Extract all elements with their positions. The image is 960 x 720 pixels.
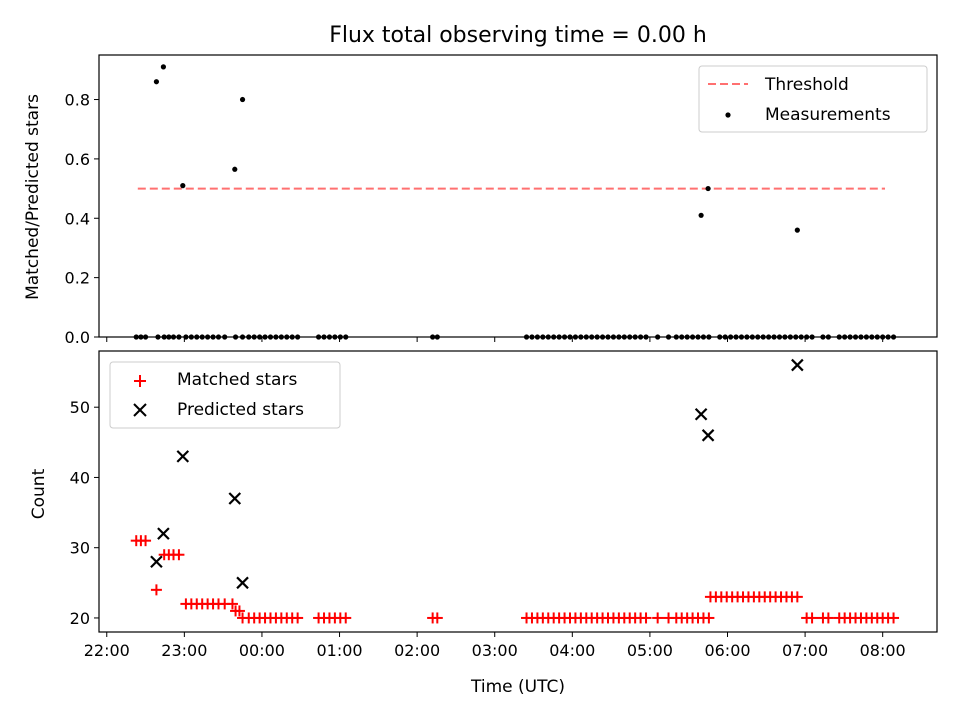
x-tick-label: 07:00 [782, 641, 828, 660]
x-tick-label: 22:00 [84, 641, 130, 660]
threshold-legend-label: Threshold [764, 75, 849, 95]
measurement-point [794, 227, 800, 233]
x-tick-label: 00:00 [239, 641, 285, 660]
top-y-tick-label: 0.4 [65, 209, 90, 228]
top-y-tick-label: 0.8 [65, 91, 90, 110]
bottom-legend: Matched stars Predicted stars [109, 361, 341, 429]
top-legend-frame [698, 65, 928, 133]
top-y-axis-label: Matched/Predicted stars [23, 94, 43, 300]
predicted-legend-swatch [133, 403, 147, 417]
predicted-star-marker [236, 576, 249, 590]
predicted-star-marker [694, 407, 708, 421]
x-tick-label: 01:00 [316, 641, 362, 660]
predicted-star-d2 [236, 576, 249, 590]
matched-star-marker [888, 612, 900, 624]
measurement-point [698, 212, 704, 218]
top-y-tick-label: 0.6 [65, 150, 90, 169]
predicted-star-d2 [150, 555, 163, 569]
top-plot-frame [98, 54, 938, 338]
predicted-legend-label: Predicted stars [177, 400, 304, 420]
matched-star-marker [640, 612, 652, 624]
x-tick-label: 06:00 [704, 641, 750, 660]
measurement-point [180, 183, 186, 189]
top-y-tick-label: 0.0 [65, 328, 90, 347]
x-tick-label: 04:00 [549, 641, 595, 660]
matched-star-marker [173, 549, 185, 561]
bottom-y-tick-label: 30 [70, 539, 90, 558]
predicted-star-d2 [791, 358, 804, 372]
matched-star-marker [431, 612, 443, 624]
x-tick-label: 03:00 [472, 641, 518, 660]
predicted-star-d2 [228, 492, 242, 505]
matched-star-marker [226, 598, 238, 610]
predicted-star-marker [176, 450, 190, 463]
predicted-star-marker [791, 358, 804, 372]
matched-star-marker [140, 535, 152, 547]
measurement-point [705, 185, 711, 192]
bottom-y-tick-label: 20 [70, 609, 90, 628]
matched-star-marker [791, 591, 803, 603]
x-tick-label: 23:00 [161, 641, 207, 660]
matched-star-marker [703, 612, 715, 624]
measurement-point [232, 166, 238, 172]
predicted-star-d2 [694, 407, 708, 421]
predicted-star-marker [150, 555, 163, 569]
bottom-y-axis-label: Count [29, 468, 49, 519]
predicted-star-marker [701, 429, 715, 442]
x-tick-label: 02:00 [394, 641, 440, 660]
matched-star-marker [233, 605, 245, 617]
chart-title: Flux total observing time = 0.00 h [329, 23, 707, 48]
matched-star-marker [806, 612, 818, 624]
bottom-panel: 22:00 23:00 00:00 01:00 02:00 03:00 04:00 05:00… [70, 350, 938, 660]
matched-legend-label: Matched stars [177, 370, 297, 390]
measurement-point [239, 96, 246, 103]
matched-star-marker [822, 612, 834, 624]
predicted-star-d2 [157, 527, 170, 540]
measurement-point [160, 64, 167, 70]
top-y-tick-label: 0.2 [65, 269, 90, 288]
measurement-point [153, 79, 160, 85]
matched-legend-swatch [134, 375, 146, 387]
bottom-legend-frame [109, 361, 341, 429]
top-panel: 0.0 0.2 0.4 0.6 0.8 [65, 54, 938, 347]
bottom-plot-frame [98, 350, 938, 633]
measurements-legend-label: Measurements [765, 105, 891, 125]
matched-star-marker [652, 612, 664, 624]
x-tick-label: 05:00 [627, 641, 673, 660]
bottom-y-tick-label: 50 [70, 398, 90, 417]
matched-star-marker [340, 612, 352, 624]
predicted-star-marker [157, 527, 170, 540]
x-axis-label: Time (UTC) [470, 677, 565, 697]
x-tick-label: 08:00 [860, 641, 906, 660]
matched-star-marker [150, 584, 162, 596]
predicted-star-marker [228, 492, 242, 505]
measurements-legend-swatch [725, 112, 731, 118]
matched-star-marker [292, 612, 304, 624]
predicted-star-d2 [176, 450, 190, 463]
predicted-star-d2 [701, 429, 715, 442]
top-legend: Threshold Measurements [698, 65, 928, 133]
bottom-y-tick-label: 40 [70, 468, 90, 487]
